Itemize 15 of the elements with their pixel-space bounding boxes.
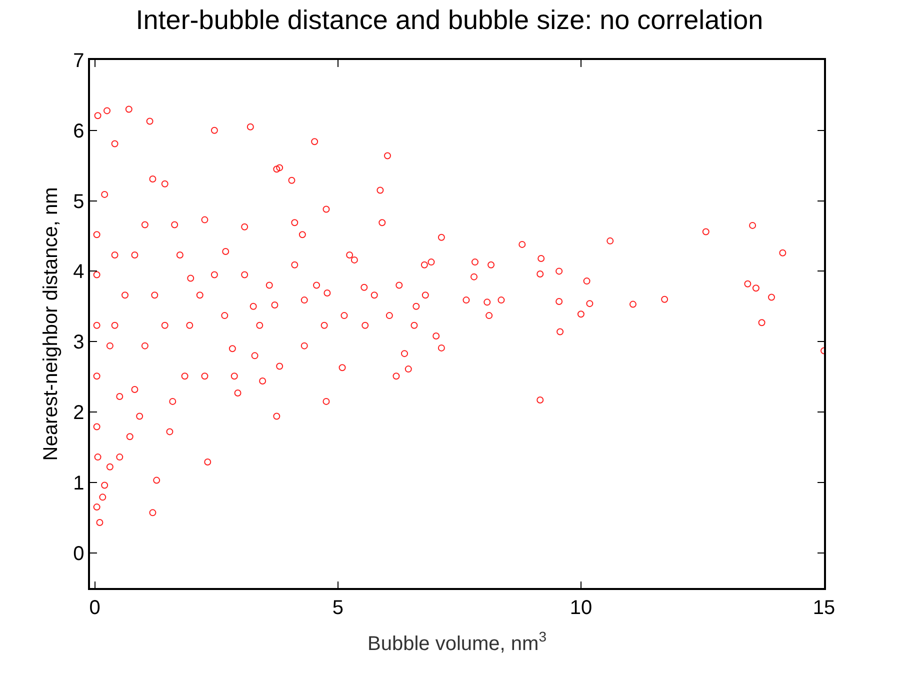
y-tick-label: 6	[73, 120, 84, 142]
x-tick-label: 5	[332, 596, 344, 619]
y-tick-label: 2	[73, 402, 84, 424]
x-tick-label: 0	[89, 596, 100, 619]
x-axis-title: Bubble volume, nm$^{3}$	[368, 628, 547, 655]
y-tick-label: 3	[73, 332, 84, 354]
y-tick-label: 1	[73, 472, 84, 494]
y-tick-label: 4	[73, 261, 84, 284]
y-axis-title: Nearest-neighbor distance, nm	[40, 187, 62, 461]
x-tick-label: 15	[812, 596, 836, 619]
y-tick-label: 5	[73, 190, 84, 213]
y-tick-label: 0	[73, 542, 84, 565]
chart-title: Inter-bubble distance and bubble size: no correlation	[136, 5, 764, 36]
x-tick-label: 10	[570, 596, 592, 619]
y-tick-label: 7	[73, 50, 84, 72]
